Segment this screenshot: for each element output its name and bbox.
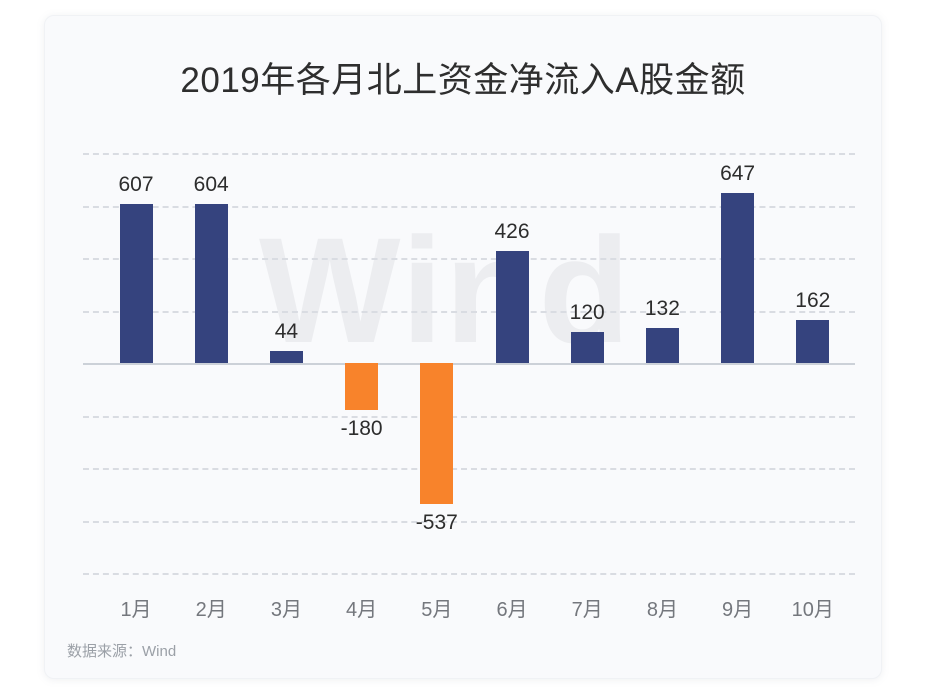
- gridline: [83, 205, 855, 208]
- plot-area: Wind 607 604 44 -180 -537 426 120 132 647 162 1月 2…: [83, 153, 855, 621]
- x-axis-label: 4月: [346, 599, 378, 621]
- gridline: [83, 468, 855, 470]
- gridline: [83, 520, 855, 523]
- bar-9月: [721, 193, 755, 363]
- bar-value-label: 604: [193, 173, 229, 197]
- bar-10月: [796, 320, 830, 363]
- x-axis-label: 8月: [646, 599, 678, 621]
- gridline: [83, 573, 855, 575]
- x-axis-label: 6月: [496, 599, 528, 621]
- x-axis-label: 9月: [722, 599, 754, 621]
- data-source: 数据来源：Wind: [67, 642, 176, 662]
- bar-2月: [194, 204, 228, 363]
- bar-value-label: -180: [340, 417, 383, 441]
- gridline: [83, 153, 855, 155]
- data-source-prefix: 数据来源：: [67, 643, 143, 660]
- x-axis-label: 10月: [791, 599, 834, 621]
- bar-8月: [645, 328, 679, 363]
- x-axis-label: 3月: [270, 599, 302, 621]
- x-axis-label: 1月: [120, 599, 152, 621]
- gridline: [83, 258, 855, 260]
- bar-value-label: 426: [494, 220, 530, 244]
- bar-7月: [570, 331, 604, 363]
- gridline: [83, 310, 855, 313]
- x-axis-label: 7月: [571, 599, 603, 621]
- bar-value-label: 120: [569, 300, 605, 324]
- bar-value-label: 607: [118, 172, 154, 196]
- bar-value-label: -537: [415, 510, 458, 534]
- bar-value-label: 162: [795, 289, 831, 313]
- x-axis-label: 2月: [195, 599, 227, 621]
- bar-value-label: 132: [644, 297, 680, 321]
- bar-value-label: 647: [720, 162, 756, 186]
- bar-4月: [345, 363, 379, 411]
- bar-6月: [495, 251, 529, 363]
- bar-1月: [119, 203, 153, 363]
- zero-axis-line: [83, 363, 855, 365]
- bar-5月: [420, 363, 454, 504]
- data-source-name: Wind: [142, 643, 177, 660]
- x-axis-label: 5月: [421, 599, 453, 621]
- bar-value-label: 44: [274, 320, 299, 344]
- chart-title: 2019年各月北上资金净流入A股金额: [180, 61, 746, 100]
- chart-card: 2019年各月北上资金净流入A股金额 Wind 607 604 44 -180 -537…: [44, 15, 882, 679]
- gridline: [83, 415, 855, 418]
- wind-watermark: Wind: [259, 206, 633, 374]
- bar-3月: [269, 351, 303, 363]
